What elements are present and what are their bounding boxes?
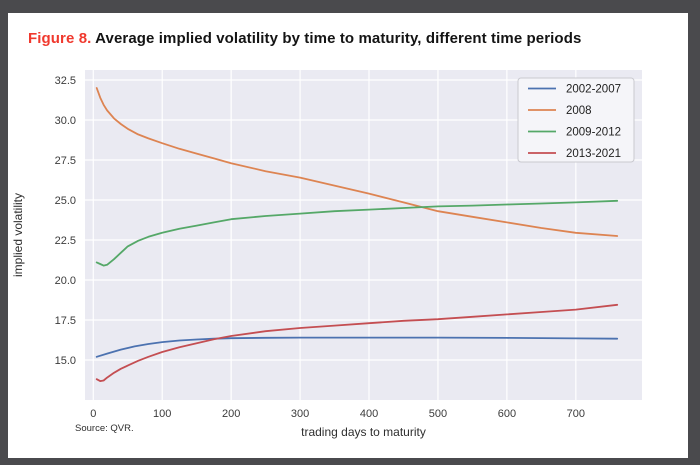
x-tick-label: 300 [291,408,309,420]
legend-item-label: 2008 [566,105,592,117]
series-line-2008 [95,87,619,237]
volatility-line-chart: 15.0 17.5 20.0 22.5 25.0 27.5 30.0 32.5 0 100 200 3… [11,70,642,439]
y-tick-label: 22.5 [55,235,76,247]
source-note: Source: QVR. [75,423,134,434]
x-tick-label: 200 [222,408,240,420]
y-tick-label: 17.5 [55,315,76,327]
y-tick-label: 20.0 [55,275,76,287]
legend-item-label: 2009-2012 [566,127,621,139]
series-line-2009-2012 [95,199,619,267]
chart: 15.0 17.5 20.0 22.5 25.0 27.5 30.0 32.5 0 100 200 3… [8,65,688,458]
x-tick-label: 600 [498,408,516,420]
figure-number: Figure 8. [28,30,92,47]
series-line-2013-2021 [95,303,619,383]
figure-title: Figure 8. Average implied volatility by … [28,30,678,47]
legend-item-label: 2002-2007 [566,84,621,96]
y-tick-label: 15.0 [55,355,76,367]
x-tick-label: 700 [567,408,585,420]
x-tick-label: 0 [90,408,96,420]
figure-content: Figure 8. Average implied volatility by … [8,13,688,458]
y-tick-label: 30.0 [55,115,76,127]
x-axis-label: trading days to maturity [301,425,426,439]
y-tick-label: 27.5 [55,155,76,167]
figure-title-text: Average implied volatility by time to ma… [91,30,582,47]
y-axis-label: implied volatility [11,193,25,277]
y-tick-label: 25.0 [55,195,76,207]
legend-item-label: 2013-2021 [566,148,621,160]
x-tick-label: 400 [360,408,378,420]
x-tick-label: 100 [153,408,171,420]
y-tick-label: 32.5 [55,75,76,87]
x-tick-label: 500 [429,408,447,420]
legend [517,77,635,163]
